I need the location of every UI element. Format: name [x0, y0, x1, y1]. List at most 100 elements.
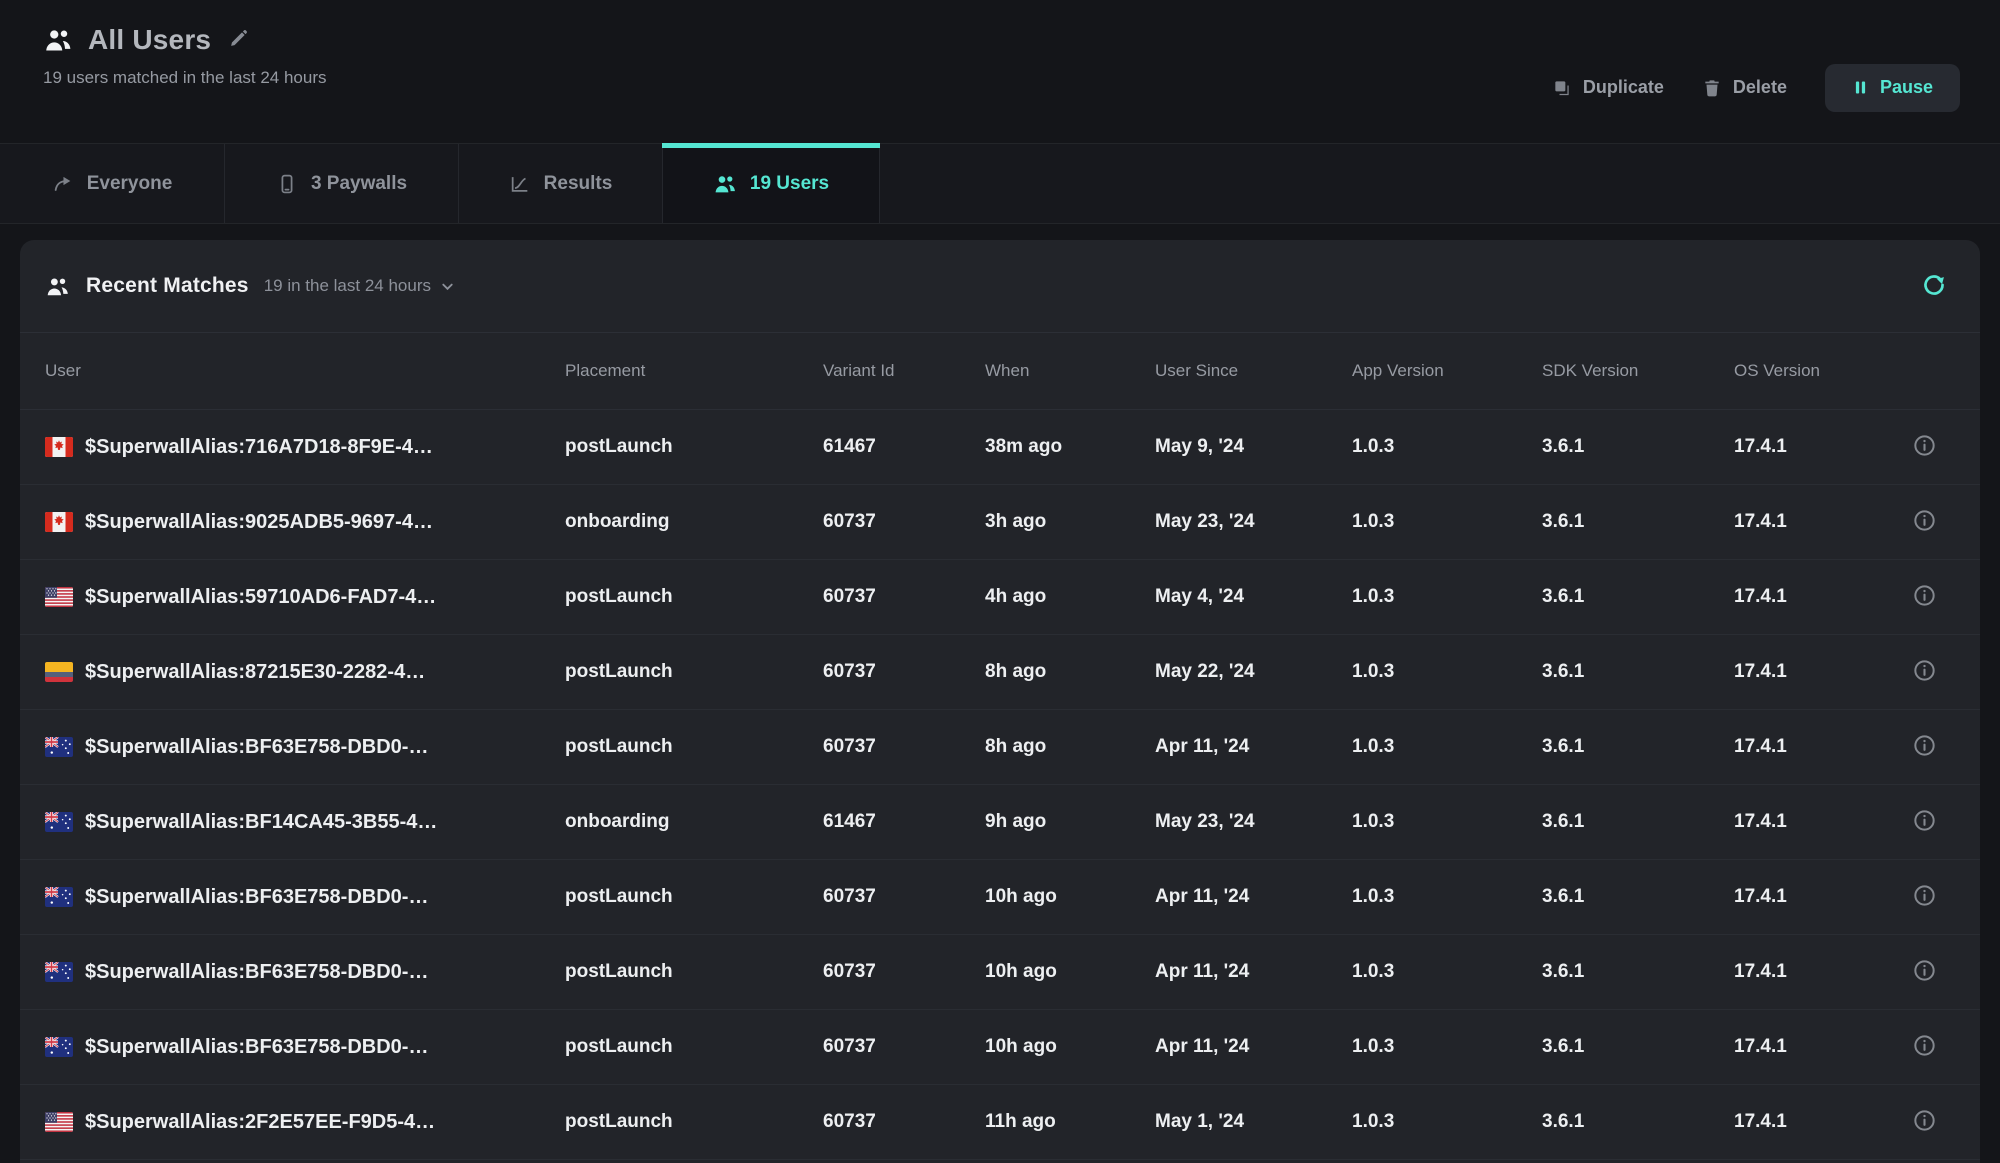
user-since-cell: Apr 11, '24 [1155, 736, 1250, 757]
column-header-os-version: OS Version [1734, 361, 1820, 380]
users-icon [43, 25, 73, 55]
tab-results[interactable]: Results [459, 144, 663, 223]
placement-cell: onboarding [565, 511, 670, 532]
recent-matches-panel: Recent Matches 19 in the last 24 hours U… [20, 240, 1980, 1163]
sdk-version-cell: 3.6.1 [1542, 961, 1585, 982]
row-info-button[interactable] [1912, 658, 1937, 686]
delete-label: Delete [1732, 77, 1787, 97]
trash-icon [1702, 78, 1722, 98]
table-row[interactable]: $SuperwallAlias:2F2E57EE-F9D5-4… postLau… [20, 1085, 1980, 1160]
when-cell: 9h ago [985, 811, 1047, 832]
user-alias: $SuperwallAlias:BF14CA45-3B55-4… [85, 810, 438, 833]
table-row[interactable]: $SuperwallAlias:9025ADB5-9697-4… onboard… [20, 485, 1980, 560]
table-row[interactable]: $SuperwallAlias:59710AD6-FAD7-4… postLau… [20, 560, 1980, 635]
page-title: All Users [88, 24, 212, 55]
user-alias: $SuperwallAlias:716A7D18-8F9E-4… [85, 435, 433, 458]
info-icon [1912, 508, 1937, 533]
user-alias: $SuperwallAlias:BF63E758-DBD0-… [85, 1035, 429, 1058]
match-window-dropdown[interactable]: 19 in the last 24 hours [264, 276, 455, 296]
duplicate-button[interactable]: Duplicate [1552, 77, 1664, 98]
table-header-row: User Placement Variant Id When User Sinc… [20, 333, 1980, 410]
os-version-cell: 17.4.1 [1734, 661, 1787, 682]
when-cell: 8h ago [985, 736, 1047, 757]
sdk-version-cell: 3.6.1 [1542, 586, 1585, 607]
table-row[interactable]: $SuperwallAlias:87215E30-2282-4… postLau… [20, 635, 1980, 710]
placement-cell: postLaunch [565, 661, 673, 682]
row-info-button[interactable] [1912, 808, 1937, 836]
app-version-cell: 1.0.3 [1352, 1036, 1395, 1057]
panel-header: Recent Matches 19 in the last 24 hours [20, 240, 1980, 333]
os-version-cell: 17.4.1 [1734, 886, 1787, 907]
row-info-button[interactable] [1912, 433, 1937, 461]
table-row[interactable]: $SuperwallAlias:BF14CA45-3B55-4… onboard… [20, 785, 1980, 860]
column-header-sdk-version: SDK Version [1542, 361, 1639, 380]
row-info-button[interactable] [1912, 883, 1937, 911]
title-block: All Users 19 users matched in the last 2… [43, 24, 327, 143]
flag-au-icon [45, 737, 73, 757]
tab-paywalls[interactable]: 3 Paywalls [225, 144, 459, 223]
os-version-cell: 17.4.1 [1734, 811, 1787, 832]
user-since-cell: May 22, '24 [1155, 661, 1255, 682]
flag-ca-icon [45, 512, 73, 532]
flag-us-icon [45, 587, 73, 607]
app-version-cell: 1.0.3 [1352, 1111, 1395, 1132]
placement-cell: postLaunch [565, 586, 673, 607]
duplicate-label: Duplicate [1582, 77, 1664, 97]
phone-icon [276, 173, 298, 195]
delete-button[interactable]: Delete [1702, 77, 1787, 98]
tab-everyone[interactable]: Everyone [0, 144, 225, 223]
row-info-button[interactable] [1912, 958, 1937, 986]
table-row[interactable]: $SuperwallAlias:716A7D18-8F9E-4… postLau… [20, 410, 1980, 485]
flag-us-icon [45, 1112, 73, 1132]
column-header-user-since: User Since [1155, 361, 1239, 380]
flag-au-icon [45, 812, 73, 832]
placement-cell: onboarding [565, 811, 670, 832]
page-subtitle: 19 users matched in the last 24 hours [43, 68, 327, 87]
os-version-cell: 17.4.1 [1734, 586, 1787, 607]
flag-au-icon [45, 962, 73, 982]
users-icon [45, 274, 70, 299]
table-row[interactable]: $SuperwallAlias:BF63E758-DBD0-… postLaun… [20, 1010, 1980, 1085]
tab-users[interactable]: 19 Users [662, 143, 880, 223]
chevron-down-icon [440, 279, 455, 294]
table-row[interactable]: $SuperwallAlias:BF63E758-DBD0-… postLaun… [20, 860, 1980, 935]
placement-cell: postLaunch [565, 1111, 673, 1132]
variant-id-cell: 60737 [823, 661, 876, 682]
os-version-cell: 17.4.1 [1734, 1036, 1787, 1057]
user-alias: $SuperwallAlias:BF63E758-DBD0-… [85, 960, 429, 983]
pause-button[interactable]: Pause [1824, 63, 1960, 112]
tab-bar: Everyone 3 Paywalls Results 19 Users [0, 143, 2000, 224]
refresh-button[interactable] [1920, 271, 1948, 302]
os-version-cell: 17.4.1 [1734, 511, 1787, 532]
table-row[interactable]: $SuperwallAlias:BF63E758-DBD0-… postLaun… [20, 710, 1980, 785]
pause-icon [1852, 79, 1869, 96]
os-version-cell: 17.4.1 [1734, 961, 1787, 982]
sdk-version-cell: 3.6.1 [1542, 1111, 1585, 1132]
os-version-cell: 17.4.1 [1734, 736, 1787, 757]
when-cell: 11h ago [985, 1111, 1056, 1132]
column-header-variant-id: Variant Id [823, 361, 895, 380]
app-version-cell: 1.0.3 [1352, 586, 1395, 607]
info-icon [1912, 583, 1937, 608]
row-info-button[interactable] [1912, 1033, 1937, 1061]
variant-id-cell: 60737 [823, 586, 876, 607]
sdk-version-cell: 3.6.1 [1542, 661, 1585, 682]
edit-button[interactable] [228, 28, 249, 52]
row-info-button[interactable] [1912, 508, 1937, 536]
table-row[interactable]: $SuperwallAlias:BF63E758-DBD0-… postLaun… [20, 935, 1980, 1010]
user-since-cell: Apr 11, '24 [1155, 1036, 1250, 1057]
info-icon [1912, 958, 1937, 983]
variant-id-cell: 60737 [823, 1111, 876, 1132]
sdk-version-cell: 3.6.1 [1542, 886, 1585, 907]
when-cell: 10h ago [985, 961, 1057, 982]
variant-id-cell: 60737 [823, 886, 876, 907]
placement-cell: postLaunch [565, 886, 673, 907]
info-icon [1912, 1033, 1937, 1058]
flag-ca-icon [45, 437, 73, 457]
when-cell: 8h ago [985, 661, 1047, 682]
placement-cell: postLaunch [565, 736, 673, 757]
row-info-button[interactable] [1912, 733, 1937, 761]
sdk-version-cell: 3.6.1 [1542, 811, 1585, 832]
row-info-button[interactable] [1912, 1108, 1937, 1136]
row-info-button[interactable] [1912, 583, 1937, 611]
